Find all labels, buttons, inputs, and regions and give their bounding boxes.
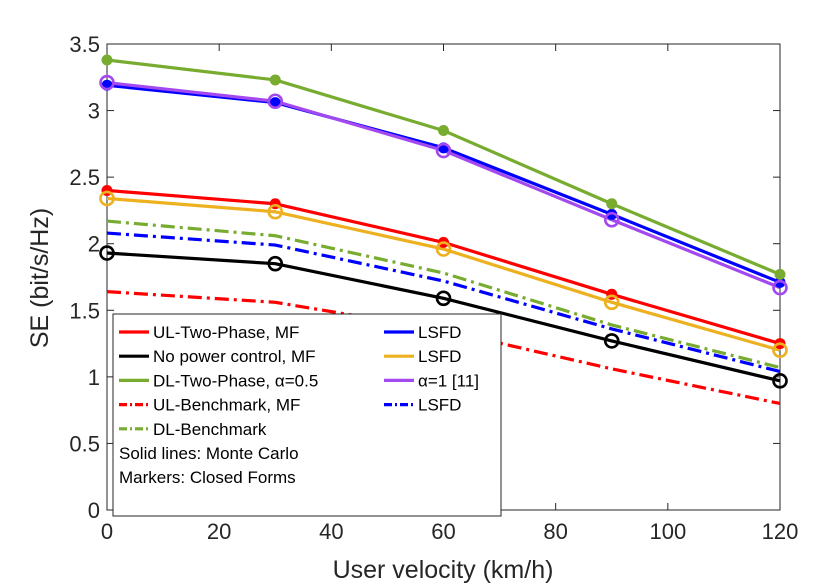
series-4-point: [435, 241, 452, 257]
legend-label-right: LSFD: [418, 396, 461, 415]
series-6-point: [435, 142, 452, 159]
legend-box: [112, 313, 502, 517]
series-3-point: [772, 373, 788, 389]
series-line-9: [106, 219, 781, 370]
series-5-point: [606, 198, 618, 210]
series-4-point: [772, 342, 788, 359]
series-6-point: [267, 93, 284, 110]
legend-label-left: No power control, MF: [153, 347, 316, 366]
series-line-2: [106, 83, 781, 284]
series-6-point: [99, 74, 115, 91]
legend-label-left: DL-Benchmark: [153, 420, 267, 439]
x-tick-label: 40: [319, 519, 343, 544]
x-tick-label: 0: [101, 519, 113, 544]
series-3-point: [99, 245, 115, 261]
legend-label-right: α=1 [11]: [418, 371, 479, 390]
series-line-3: [106, 251, 781, 383]
legend-label-right: LSFD: [418, 323, 461, 342]
legend-label-right: LSFD: [418, 347, 461, 366]
x-tick-label: 60: [431, 519, 455, 544]
legend-note: Solid lines: Monte Carlo: [119, 444, 299, 463]
y-tick-label: 2.5: [69, 165, 100, 190]
y-tick-label: 0.5: [69, 431, 100, 456]
series-4-point: [99, 190, 115, 207]
series-3-point: [267, 255, 284, 272]
y-tick-label: 0: [88, 498, 100, 523]
series-line-8: [106, 231, 781, 374]
series-4-point: [267, 203, 284, 220]
legend-note: Markers: Closed Forms: [119, 468, 296, 487]
series-3-point: [435, 290, 452, 307]
x-tick-label: 80: [543, 519, 567, 544]
x-tick-label: 120: [762, 519, 799, 544]
y-axis-label: SE (bit/s/Hz): [26, 208, 54, 348]
y-tick-label: 1: [88, 365, 100, 390]
series-5-point: [774, 268, 786, 280]
series-line-7: [106, 290, 781, 406]
series-5-point: [269, 74, 281, 86]
y-tick-label: 2: [88, 232, 100, 257]
y-tick-label: 1.5: [69, 298, 100, 323]
series-4-point: [603, 294, 620, 311]
series-2-point: [269, 97, 281, 109]
y-tick-label: 3.5: [69, 32, 100, 57]
x-tick-label: 100: [649, 519, 686, 544]
series-3-point: [603, 333, 620, 349]
series-6-point: [772, 279, 788, 296]
x-axis-label: User velocity (km/h): [333, 556, 554, 584]
series-5-point: [101, 54, 113, 66]
series-6-point: [603, 211, 620, 228]
legend-label-left: UL-Benchmark, MF: [153, 396, 300, 415]
legend-label-left: UL-Two-Phase, MF: [153, 323, 299, 342]
legend-label-left: DL-Two-Phase, α=0.5: [153, 371, 318, 390]
series-line-4: [106, 196, 781, 352]
x-tick-label: 20: [207, 519, 231, 544]
series-line-6: [106, 81, 781, 290]
y-tick-label: 3: [88, 99, 100, 124]
series-5-point: [438, 125, 449, 137]
